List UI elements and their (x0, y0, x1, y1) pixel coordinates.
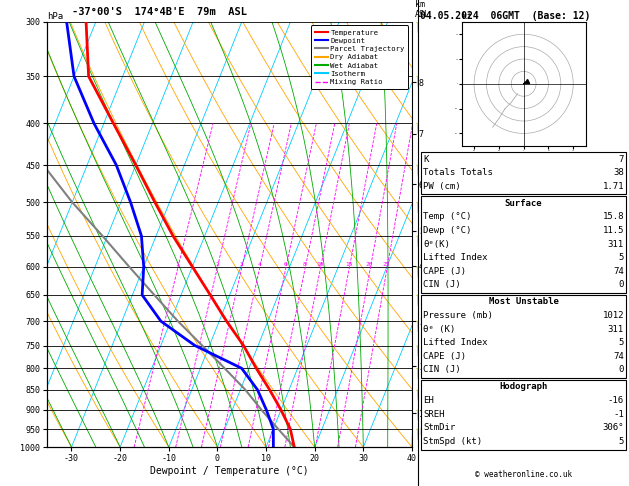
Text: 15.8: 15.8 (603, 212, 624, 222)
Text: 0: 0 (618, 280, 624, 290)
Legend: Temperature, Dewpoint, Parcel Trajectory, Dry Adiabat, Wet Adiabat, Isotherm, Mi: Temperature, Dewpoint, Parcel Trajectory… (311, 25, 408, 89)
Text: StmSpd (kt): StmSpd (kt) (423, 437, 482, 446)
Text: 5: 5 (618, 338, 624, 347)
Text: StmDir: StmDir (423, 423, 455, 433)
Text: CIN (J): CIN (J) (423, 365, 461, 375)
Text: 2: 2 (215, 261, 219, 267)
Text: 04.05.2024  06GMT  (Base: 12): 04.05.2024 06GMT (Base: 12) (420, 11, 590, 21)
Text: EH: EH (423, 396, 434, 405)
Text: 0: 0 (618, 365, 624, 375)
Text: PW (cm): PW (cm) (423, 182, 461, 191)
Text: K: K (423, 155, 429, 164)
Text: 5: 5 (618, 437, 624, 446)
Text: Lifted Index: Lifted Index (423, 253, 488, 262)
Text: Totals Totals: Totals Totals (423, 168, 493, 177)
Text: 10: 10 (316, 261, 324, 267)
Text: 1: 1 (175, 261, 179, 267)
Text: 311: 311 (608, 240, 624, 249)
Text: CAPE (J): CAPE (J) (423, 352, 466, 361)
Text: kt: kt (462, 12, 472, 21)
Text: Temp (°C): Temp (°C) (423, 212, 472, 222)
Text: 311: 311 (608, 325, 624, 334)
Text: Most Unstable: Most Unstable (489, 297, 559, 307)
Text: 1.71: 1.71 (603, 182, 624, 191)
Text: hPa: hPa (47, 12, 64, 21)
Text: 74: 74 (613, 352, 624, 361)
Text: 25: 25 (382, 261, 390, 267)
Text: Lifted Index: Lifted Index (423, 338, 488, 347)
Text: 6: 6 (284, 261, 287, 267)
Text: Surface: Surface (505, 199, 542, 208)
Text: Hodograph: Hodograph (499, 382, 548, 392)
Text: LCL: LCL (420, 428, 434, 437)
Text: -37°00'S  174°4B'E  79m  ASL: -37°00'S 174°4B'E 79m ASL (72, 7, 247, 17)
Text: 306°: 306° (603, 423, 624, 433)
Text: © weatheronline.co.uk: © weatheronline.co.uk (475, 469, 572, 479)
Text: -16: -16 (608, 396, 624, 405)
Text: 11.5: 11.5 (603, 226, 624, 235)
Text: SREH: SREH (423, 410, 445, 419)
Text: -1: -1 (613, 410, 624, 419)
Text: 7: 7 (618, 155, 624, 164)
Text: 8: 8 (303, 261, 306, 267)
Text: 3: 3 (240, 261, 243, 267)
Text: 4: 4 (257, 261, 261, 267)
Text: Dewp (°C): Dewp (°C) (423, 226, 472, 235)
Text: 1012: 1012 (603, 311, 624, 320)
Text: CAPE (J): CAPE (J) (423, 267, 466, 276)
Text: 20: 20 (366, 261, 374, 267)
Text: 5: 5 (618, 253, 624, 262)
Text: 38: 38 (613, 168, 624, 177)
Text: CIN (J): CIN (J) (423, 280, 461, 290)
Text: θᵉ (K): θᵉ (K) (423, 325, 455, 334)
Text: Pressure (mb): Pressure (mb) (423, 311, 493, 320)
Text: θᵉ(K): θᵉ(K) (423, 240, 450, 249)
Text: 15: 15 (345, 261, 352, 267)
X-axis label: Dewpoint / Temperature (°C): Dewpoint / Temperature (°C) (150, 466, 309, 476)
Text: km
ASL: km ASL (415, 0, 430, 19)
Text: 74: 74 (613, 267, 624, 276)
